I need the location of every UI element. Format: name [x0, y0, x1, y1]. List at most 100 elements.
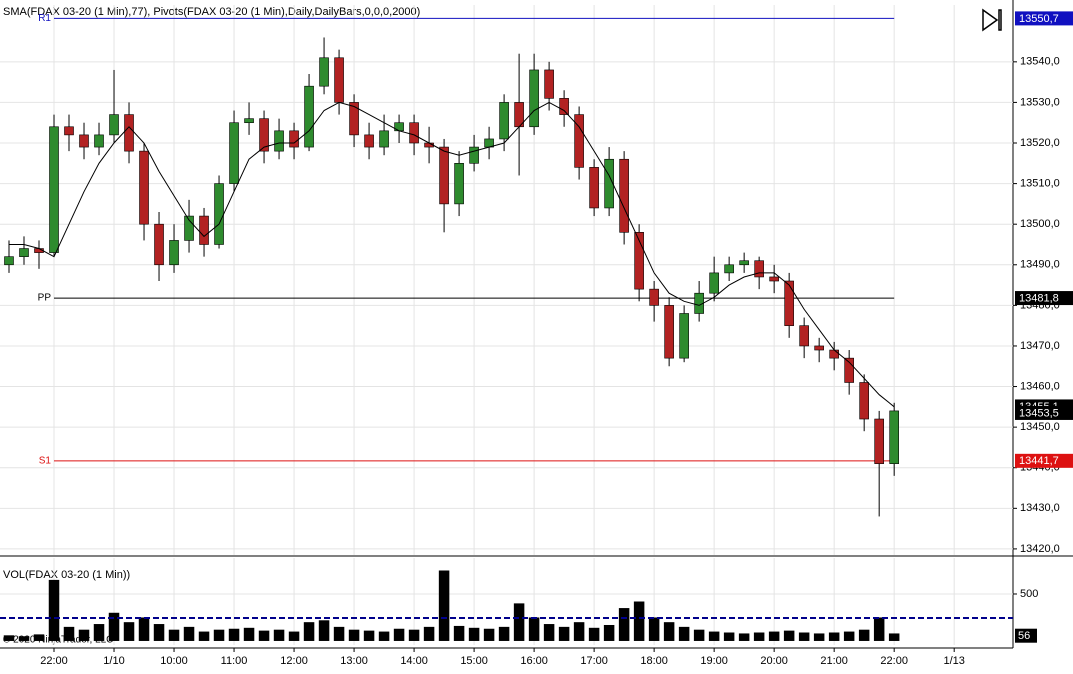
volume-bar: [498, 626, 510, 641]
y-tick-label: 13430,0: [1020, 502, 1060, 514]
candle-body: [454, 163, 464, 205]
play-icon[interactable]: [980, 8, 1004, 32]
y-tick-label: 500: [1020, 588, 1038, 600]
x-tick-label: 1/13: [943, 655, 964, 667]
volume-bar: [108, 612, 120, 641]
y-tick-label: 13530,0: [1020, 96, 1060, 108]
volume-bar: [798, 632, 810, 641]
candle-body: [544, 69, 554, 99]
candle-body: [844, 357, 854, 383]
volume-bar: [243, 627, 255, 641]
volume-bar: [678, 626, 690, 641]
x-tick-label: 16:00: [520, 655, 548, 667]
candle-body: [349, 102, 359, 136]
candle-body: [574, 114, 584, 168]
volume-bar: [843, 631, 855, 641]
y-tick-label: 13520,0: [1020, 137, 1060, 149]
candle-body: [259, 118, 269, 152]
play-glyph: [982, 8, 1002, 32]
volume-bar: [768, 631, 780, 641]
sma-line: [9, 101, 895, 408]
candle-body: [304, 85, 314, 148]
candle-body: [784, 280, 794, 326]
volume-bar: [213, 629, 225, 641]
volume-bar: [558, 626, 570, 641]
candle-body: [649, 288, 659, 306]
price-box: [1015, 453, 1073, 468]
x-tick-label: 17:00: [580, 655, 608, 667]
volume-bar: [228, 628, 240, 641]
x-tick-label: 14:00: [400, 655, 428, 667]
y-tick-label: 13420,0: [1020, 543, 1060, 555]
play-button[interactable]: [980, 8, 1004, 32]
candle-body: [469, 146, 479, 164]
x-tick-label: 12:00: [280, 655, 308, 667]
candle-body: [139, 150, 149, 225]
volume-bar: [753, 632, 765, 641]
volume-box: [1015, 628, 1037, 643]
volume-bar: [858, 629, 870, 641]
volume-bar: [303, 622, 315, 641]
candle-body: [439, 146, 449, 205]
volume-bar: [168, 629, 180, 641]
candle-body: [49, 126, 59, 253]
volume-bar: [18, 636, 30, 641]
candle-body: [559, 98, 569, 115]
volume-bar: [288, 631, 300, 641]
volume-bar: [603, 624, 615, 641]
pivot-name: PP: [38, 293, 52, 304]
volume-bar: [378, 631, 390, 641]
y-tick-label: 13510,0: [1020, 178, 1060, 190]
candle-body: [229, 122, 239, 184]
y-tick-label: 13500,0: [1020, 218, 1060, 230]
volume-bar: [63, 626, 75, 641]
x-tick-label: 19:00: [700, 655, 728, 667]
candle-body: [709, 272, 719, 294]
y-tick-label: 13540,0: [1020, 56, 1060, 68]
volume-bar: [423, 626, 435, 641]
x-tick-label: 21:00: [820, 655, 848, 667]
candle-body: [124, 114, 134, 152]
pivot-name: R1: [38, 13, 51, 24]
volume-bar: [513, 603, 525, 641]
candle-body: [19, 248, 29, 257]
candle-body: [364, 134, 374, 148]
y-tick-label: 13450,0: [1020, 421, 1060, 433]
candle-body: [94, 134, 104, 148]
candle-body: [64, 126, 74, 136]
volume-bar: [153, 624, 165, 641]
candle-body: [889, 410, 899, 464]
candle-body: [739, 260, 749, 266]
y-tick-label: 13490,0: [1020, 259, 1060, 271]
volume-bar: [873, 617, 885, 641]
volume-bar: [93, 624, 105, 641]
candle-body: [79, 134, 89, 148]
volume-bar: [693, 629, 705, 641]
volume-bar: [258, 630, 270, 641]
volume-bar: [468, 627, 480, 641]
volume-bar: [738, 633, 750, 641]
candle-body: [859, 382, 869, 420]
volume-bar: [828, 632, 840, 641]
volume-bar: [3, 635, 15, 641]
volume-bar: [33, 634, 45, 641]
candle-body: [679, 313, 689, 359]
candle-body: [799, 325, 809, 347]
volume-bar: [543, 624, 555, 641]
x-tick-label: 15:00: [460, 655, 488, 667]
price-panel-title: SMA(FDAX 03-20 (1 Min),77), Pivots(FDAX …: [3, 6, 420, 18]
volume-box-label: 56: [1018, 630, 1030, 642]
price-box-label: 13481,8: [1019, 292, 1059, 304]
price-box: [1015, 405, 1073, 420]
volume-bar: [48, 579, 60, 641]
volume-bar: [888, 633, 900, 641]
candle-body: [409, 122, 419, 144]
price-box: [1015, 291, 1073, 306]
volume-bar: [318, 620, 330, 641]
volume-bar: [588, 627, 600, 641]
volume-bar: [618, 608, 630, 641]
candle-body: [4, 256, 14, 266]
x-tick-label: 20:00: [760, 655, 788, 667]
volume-bar: [723, 632, 735, 641]
